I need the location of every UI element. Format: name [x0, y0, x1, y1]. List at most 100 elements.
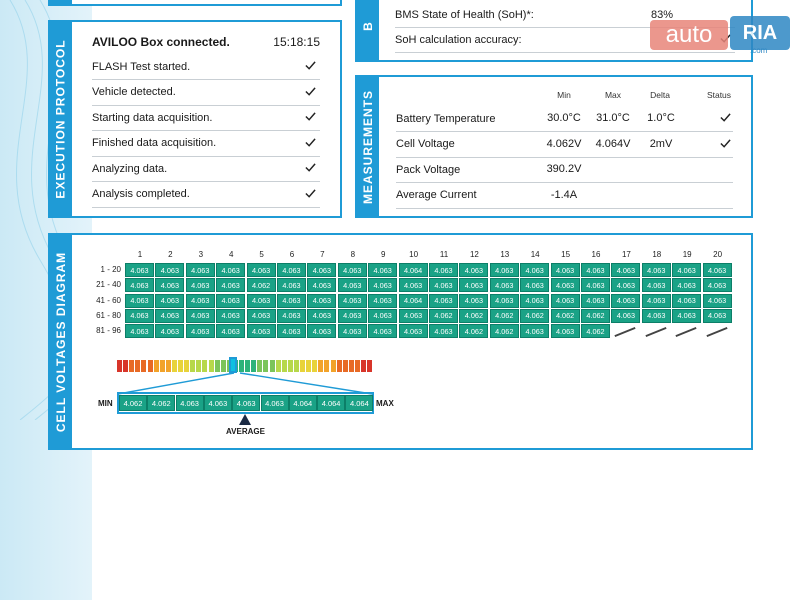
measurement-name: Average Current [396, 189, 477, 201]
check-icon [720, 112, 731, 123]
execution-step-text: Vehicle detected. [92, 86, 176, 98]
column-number: 4 [228, 250, 234, 259]
execution-step-text: FLASH Test started. [92, 60, 191, 73]
cell-voltage: 4.063 [641, 308, 671, 323]
execution-step: Finished data acquisition. [92, 131, 320, 157]
cell-voltage: 4.063 [702, 263, 732, 277]
execution-header-text: AVILOO Box connected. [92, 35, 230, 49]
cell-voltage: 4.063 [337, 293, 367, 308]
cell-voltage: 4.063 [277, 293, 306, 308]
measurement-row: Battery Temperature [396, 106, 733, 132]
histogram-cell: 4.063 [203, 395, 232, 411]
scale-segment [245, 360, 251, 372]
average-arrow-icon [239, 414, 251, 425]
scale-segment [135, 360, 141, 372]
zoom-lines [117, 372, 373, 395]
check-icon [305, 60, 316, 71]
execution-step-text: Starting data acquisition. [92, 111, 213, 124]
scale-segment [196, 360, 202, 372]
scale-segment [354, 360, 360, 372]
cell-voltage: 4.063 [307, 263, 337, 277]
cell-voltage: 4.063 [125, 278, 154, 293]
measurements-label: MEASUREMENTS [361, 89, 376, 204]
cell-voltage: 4.063 [216, 293, 246, 308]
watermark-auto-text: auto [665, 21, 713, 48]
measurement-name: Battery Temperature [396, 112, 496, 125]
column-number: 17 [621, 250, 631, 259]
check-icon [305, 188, 316, 199]
cell-voltage: 4.063 [216, 308, 246, 323]
scale-segment [336, 360, 342, 372]
cell-voltage: 4.063 [368, 324, 398, 339]
cell-voltage: 4.063 [307, 324, 337, 339]
cell-voltage: 4.063 [337, 308, 367, 323]
column-number: 7 [320, 250, 325, 259]
cell-voltage: 4.063 [155, 324, 185, 339]
scale-segment [123, 360, 129, 372]
cell-voltage: 4.063 [429, 324, 458, 339]
cell-voltage: 4.063 [611, 293, 641, 308]
cell-voltage: 4.063 [216, 324, 246, 339]
scale-segment [263, 360, 269, 372]
scale-segment [281, 360, 287, 372]
scale-segment [178, 360, 183, 372]
scale-segment [287, 360, 293, 372]
execution-step: Starting data acquisition. [92, 105, 320, 131]
check-icon [720, 138, 731, 149]
cell-voltage: 4.063 [246, 263, 276, 277]
row-label: 21 - 40 [96, 280, 121, 290]
execution-step: FLASH Test started. [92, 54, 320, 80]
scale-segment [300, 360, 305, 372]
scale-segment [269, 360, 275, 372]
measurement-row: Pack Voltage [396, 157, 733, 183]
column-number: 16 [591, 250, 601, 259]
cell-voltage: 4.063 [185, 308, 215, 323]
scale-segment [275, 360, 281, 372]
scale-segment [214, 360, 220, 372]
cell-voltage: 4.062 [581, 308, 610, 323]
cell-voltage: 4.063 [429, 278, 458, 293]
check-icon [305, 86, 316, 97]
cell-voltage: 4.062 [246, 278, 276, 293]
scale-segment [251, 360, 257, 372]
cell-voltage: 4.063 [155, 308, 185, 323]
cell-voltage: 4.063 [277, 278, 306, 293]
execution-time: 15:18:15 [273, 35, 320, 49]
cell-voltage: 4.063 [125, 324, 154, 339]
cell-voltage: 4.063 [672, 308, 702, 323]
scale-segment [184, 360, 190, 372]
cell-voltage: 4.063 [520, 278, 550, 293]
bms-panel-tab: B [357, 0, 379, 60]
cell-voltage: 4.063 [125, 308, 154, 323]
scale-segment [159, 360, 165, 372]
scale-segment [141, 360, 147, 372]
cell-voltage: 4.063 [672, 293, 702, 308]
cell-voltage: 4.063 [246, 308, 276, 323]
average-label: AVERAGE [226, 427, 265, 436]
cell-voltage: 4.064 [398, 263, 428, 277]
histogram-cell: 4.064 [288, 395, 317, 411]
soh-accuracy-label: SoH calculation accuracy: [395, 33, 522, 46]
cell-voltage: 4.063 [581, 263, 610, 277]
cell-voltage: 4.063 [216, 263, 246, 277]
histogram-cell: 4.062 [119, 395, 147, 411]
cell-voltage: 4.063 [641, 293, 671, 308]
scale-segment [208, 360, 214, 372]
scale-segment [324, 360, 330, 372]
cell-voltage: 4.062 [489, 308, 519, 323]
scale-segment [293, 360, 299, 372]
cell-voltage: 4.063 [337, 324, 367, 339]
histogram-cell: 4.063 [175, 395, 204, 411]
scale-segment [117, 360, 122, 372]
cell-voltage: 4.063 [611, 278, 641, 293]
column-number: 15 [561, 250, 571, 259]
measurement-min: 4.062V [546, 137, 582, 150]
cell-voltage: 4.063 [337, 278, 367, 293]
cell-voltage: 4.063 [155, 293, 185, 308]
cell-voltage: 4.063 [550, 293, 580, 308]
check-icon [305, 111, 316, 122]
row-label: 1 - 20 [100, 265, 121, 274]
execution-step: Vehicle detected. [92, 80, 320, 106]
scale-segment [239, 360, 244, 372]
execution-step: Analysis completed. [92, 182, 320, 208]
